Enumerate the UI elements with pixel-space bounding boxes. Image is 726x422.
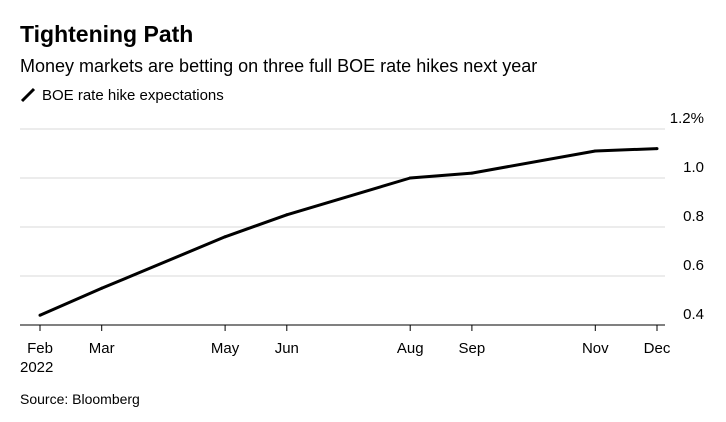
chart-legend: BOE rate hike expectations [20, 84, 224, 106]
series-line-boe-rate-hike-expectations [39, 147, 658, 317]
x-tick-label: Mar [89, 340, 115, 357]
x-tick-label: Feb [27, 340, 53, 357]
source-note: Source: Bloomberg [20, 391, 140, 407]
y-tick-label: 0.6 [683, 257, 704, 274]
series-layer [38, 147, 659, 317]
y-tick-label: 1.0 [683, 159, 704, 176]
x-tick-label: Jun [275, 340, 299, 357]
data-point-2022-02 [38, 313, 42, 317]
data-point-2022-12 [655, 147, 659, 151]
y-tick-label: 0.8 [683, 208, 704, 225]
x-tick-year-label: 2022 [20, 359, 53, 376]
x-tick-label: Aug [397, 340, 424, 357]
legend-label: BOE rate hike expectations [42, 86, 224, 104]
x-tick-label: Dec [644, 340, 671, 357]
grid-lines [20, 128, 665, 277]
data-point-2022-03 [100, 286, 104, 290]
data-point-2022-06 [285, 213, 289, 217]
data-point-2022-05 [223, 235, 227, 239]
data-point-2022-08 [408, 176, 412, 180]
chart-subtitle: Money markets are betting on three full … [20, 56, 538, 76]
y-axis-labels: 0.4 0.6 0.8 1.0 1.2% [670, 110, 704, 323]
chart-title: Tightening Path [20, 21, 194, 47]
x-tick-label: May [211, 340, 240, 357]
legend-line-icon [20, 87, 36, 103]
data-point-2022-11 [593, 149, 597, 153]
x-axis [20, 324, 665, 331]
x-axis-labels: Feb 2022 Mar May Jun Aug Sep Nov Dec [20, 340, 671, 376]
x-tick-label: Sep [459, 340, 486, 357]
y-tick-label: 1.2% [670, 110, 704, 127]
data-point-2022-09 [470, 171, 474, 175]
y-tick-label: 0.4 [683, 306, 704, 323]
x-tick-label: Nov [582, 340, 609, 357]
